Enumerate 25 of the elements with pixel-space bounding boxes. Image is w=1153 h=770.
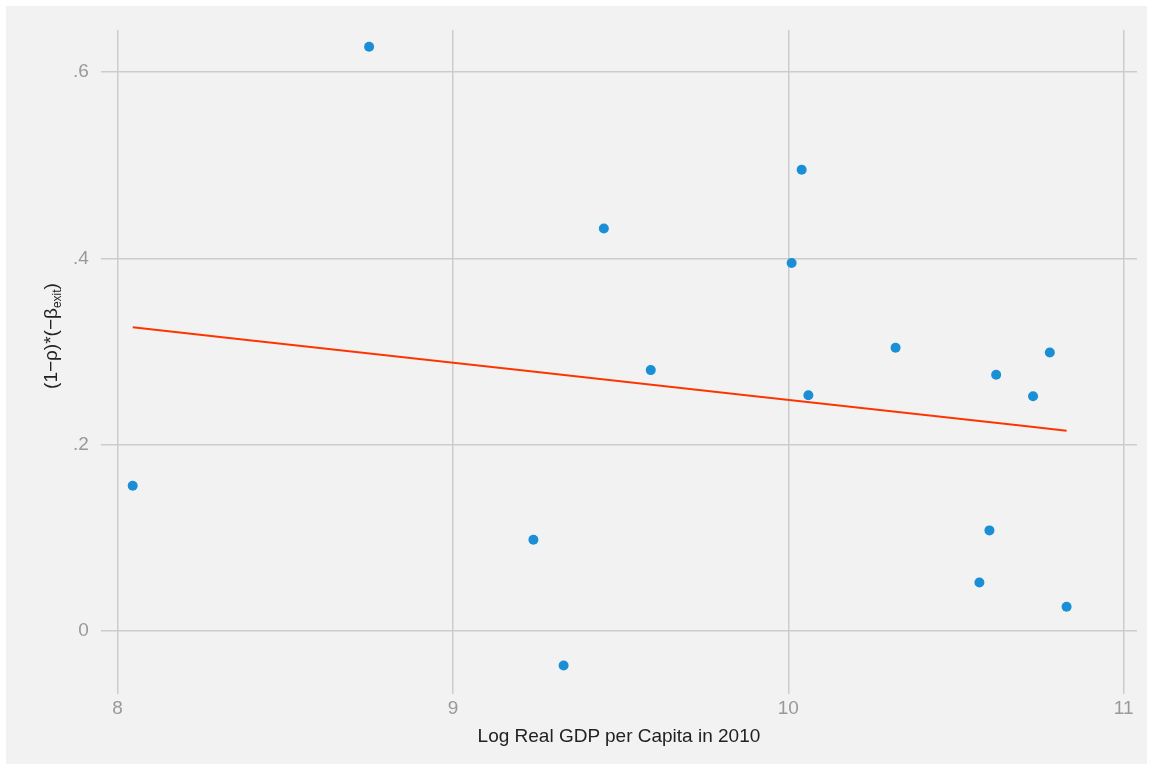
point: [786, 257, 797, 268]
x-tick-label: 8: [112, 697, 123, 719]
point: [645, 365, 656, 376]
point: [558, 660, 569, 671]
x-tick-label: 10: [777, 697, 799, 719]
point: [803, 390, 814, 401]
point: [1061, 601, 1072, 612]
y-tick-label: 0: [78, 619, 89, 641]
y-tick-label: .4: [72, 246, 90, 268]
point: [1044, 347, 1055, 358]
y-tick-label: .2: [72, 432, 89, 454]
point: [1028, 391, 1039, 402]
point: [528, 534, 539, 545]
x-axis-title: Log Real GDP per Capita in 2010: [477, 724, 761, 746]
point: [364, 41, 375, 52]
point: [598, 223, 609, 234]
point: [127, 480, 138, 491]
y-tick-label: .6: [72, 60, 89, 82]
x-tick-label: 11: [1113, 697, 1134, 719]
point: [984, 525, 995, 536]
point: [974, 577, 985, 588]
x-tick-label: 9: [447, 697, 459, 719]
point: [796, 164, 807, 175]
point: [991, 369, 1002, 380]
point: [890, 342, 901, 353]
